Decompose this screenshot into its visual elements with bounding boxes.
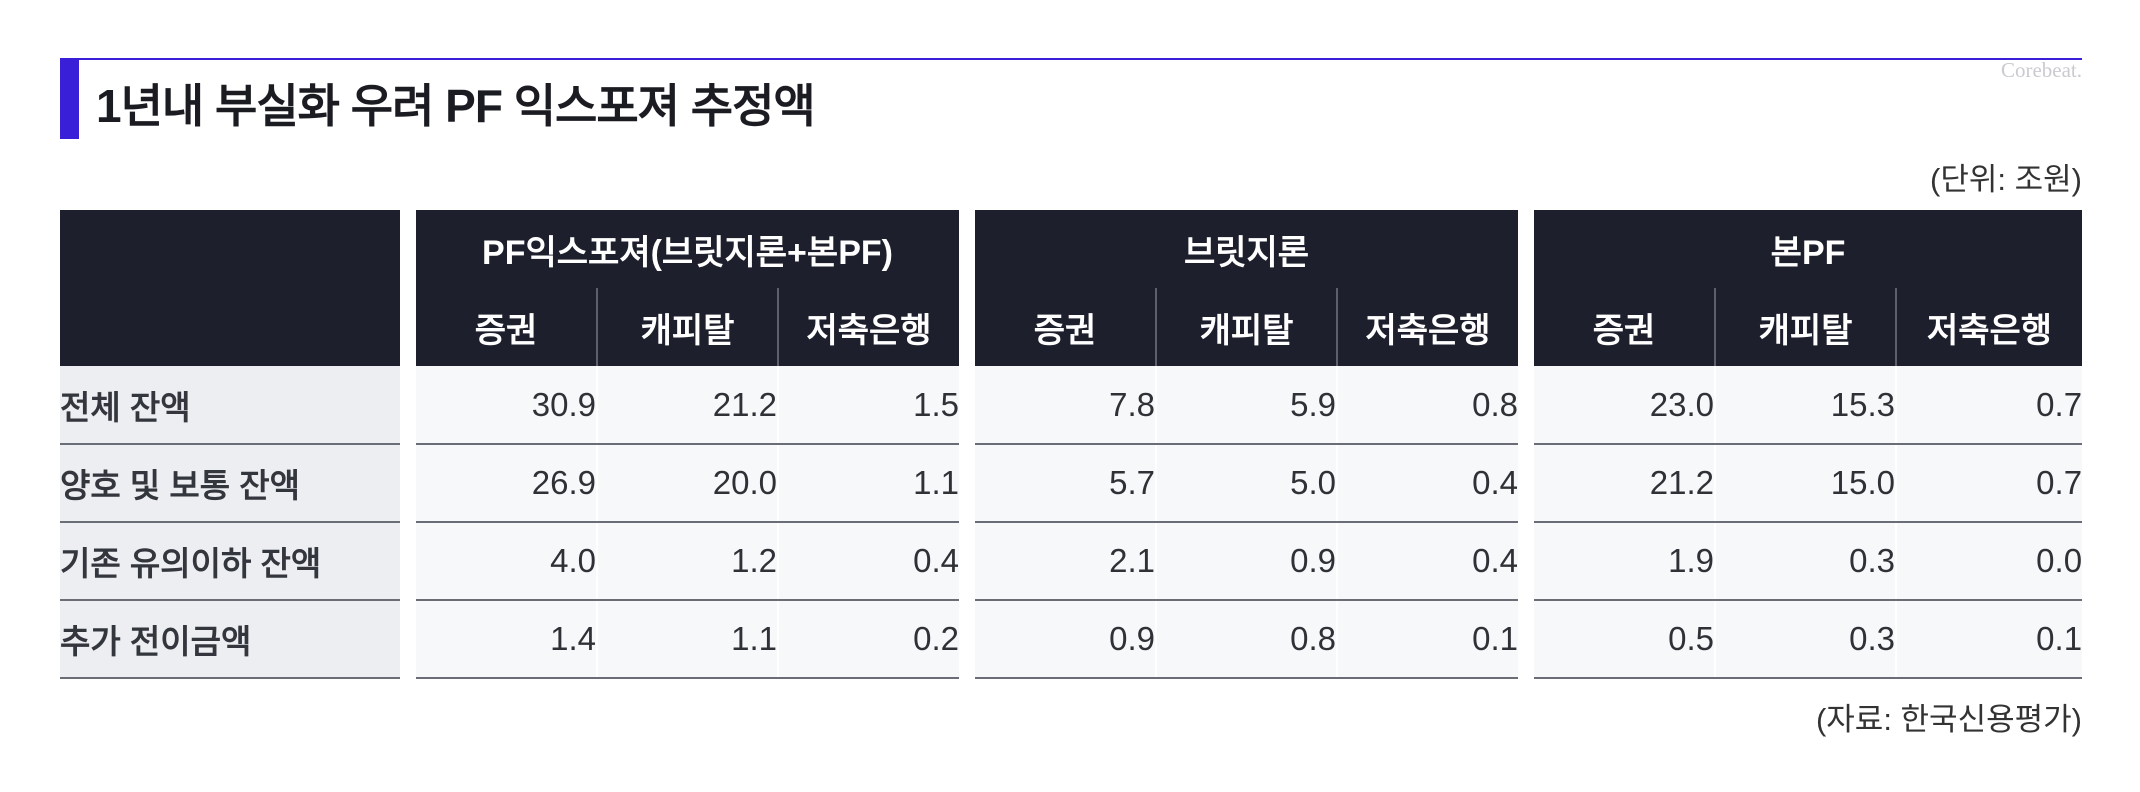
value-cell: 0.9 bbox=[975, 600, 1157, 679]
value-cell: 30.9 bbox=[416, 366, 597, 445]
group-header-pf-exposure: PF익스포져(브릿지론+본PF) bbox=[416, 210, 960, 288]
sub-header-securities: 증권 bbox=[975, 288, 1157, 366]
source-note: (자료: 한국신용평가) bbox=[1815, 702, 2082, 737]
value-cell: 21.2 bbox=[596, 366, 778, 445]
unit-note: (단위: 조원) bbox=[1930, 162, 2082, 197]
value-cell: 5.0 bbox=[1155, 444, 1338, 523]
pf-exposure-table: PF익스포져(브릿지론+본PF) 브릿지론 본PF 증권 캐피탈 저축은행 증권… bbox=[60, 210, 2083, 679]
value-cell: 1.4 bbox=[416, 600, 597, 679]
column-gap bbox=[400, 522, 416, 600]
column-gap bbox=[400, 444, 416, 522]
corner-header-cell bbox=[60, 210, 400, 366]
column-gap bbox=[1518, 522, 1535, 600]
value-cell: 0.8 bbox=[1336, 366, 1519, 445]
table-row: 양호 및 보통 잔액 26.9 20.0 1.1 5.7 5.0 0.4 21.2 15.0 0.… bbox=[60, 444, 2083, 523]
sub-header-securities: 증권 bbox=[416, 288, 597, 366]
sub-header-savings-bank: 저축은행 bbox=[1895, 288, 2083, 366]
value-cell: 0.7 bbox=[1895, 444, 2083, 523]
column-gap bbox=[959, 522, 976, 600]
value-cell: 0.1 bbox=[1336, 600, 1519, 679]
value-cell: 0.3 bbox=[1714, 522, 1897, 601]
sub-header-capital: 캐피탈 bbox=[1714, 288, 1897, 366]
value-cell: 1.1 bbox=[596, 600, 778, 679]
value-cell: 23.0 bbox=[1534, 366, 1716, 445]
sub-header-capital: 캐피탈 bbox=[596, 288, 778, 366]
value-cell: 21.2 bbox=[1534, 444, 1716, 523]
row-label: 기존 유의이하 잔액 bbox=[60, 522, 400, 601]
row-label: 전체 잔액 bbox=[60, 366, 400, 445]
column-gap bbox=[400, 366, 416, 444]
table-row: 추가 전이금액 1.4 1.1 0.2 0.9 0.8 0.1 0.5 0.3 0.1 bbox=[60, 600, 2083, 679]
column-gap bbox=[1518, 600, 1535, 678]
value-cell: 5.7 bbox=[975, 444, 1157, 523]
group-header-main-pf: 본PF bbox=[1534, 210, 2083, 288]
value-cell: 0.5 bbox=[1534, 600, 1716, 679]
row-label: 양호 및 보통 잔액 bbox=[60, 444, 400, 523]
value-cell: 1.2 bbox=[596, 522, 778, 601]
value-cell: 0.4 bbox=[1336, 522, 1519, 601]
top-accent-rule bbox=[60, 58, 2082, 60]
group-header-bridge-loan: 브릿지론 bbox=[975, 210, 1519, 288]
page-title: 1년내 부실화 우려 PF 익스포져 추정액 bbox=[96, 80, 816, 132]
value-cell: 7.8 bbox=[975, 366, 1157, 445]
value-cell: 0.3 bbox=[1714, 600, 1897, 679]
value-cell: 0.9 bbox=[1155, 522, 1338, 601]
value-cell: 0.1 bbox=[1895, 600, 2083, 679]
value-cell: 0.0 bbox=[1895, 522, 2083, 601]
column-gap bbox=[1518, 444, 1535, 522]
table-row: 기존 유의이하 잔액 4.0 1.2 0.4 2.1 0.9 0.4 1.9 0.3 0.0 bbox=[60, 522, 2083, 601]
row-label: 추가 전이금액 bbox=[60, 600, 400, 679]
column-gap bbox=[959, 444, 976, 522]
column-gap bbox=[1518, 210, 1535, 366]
column-gap bbox=[1518, 366, 1535, 444]
column-gap bbox=[400, 600, 416, 678]
value-cell: 2.1 bbox=[975, 522, 1157, 601]
sub-header-savings-bank: 저축은행 bbox=[1336, 288, 1519, 366]
value-cell: 15.3 bbox=[1714, 366, 1897, 445]
value-cell: 1.1 bbox=[776, 444, 960, 523]
title-accent-bar bbox=[60, 59, 79, 139]
value-cell: 0.4 bbox=[1336, 444, 1519, 523]
value-cell: 15.0 bbox=[1714, 444, 1897, 523]
value-cell: 0.7 bbox=[1895, 366, 2083, 445]
sub-header-row: 증권 캐피탈 저축은행 증권 캐피탈 저축은행 증권 캐피탈 저축은행 bbox=[60, 288, 2083, 366]
value-cell: 1.9 bbox=[1534, 522, 1716, 601]
sub-header-securities: 증권 bbox=[1534, 288, 1716, 366]
value-cell: 4.0 bbox=[416, 522, 597, 601]
value-cell: 26.9 bbox=[416, 444, 597, 523]
column-gap bbox=[959, 366, 976, 444]
value-cell: 20.0 bbox=[596, 444, 778, 523]
group-header-row: PF익스포져(브릿지론+본PF) 브릿지론 본PF bbox=[60, 210, 2083, 366]
table-row: 전체 잔액 30.9 21.2 1.5 7.8 5.9 0.8 23.0 15.3 0.7 bbox=[60, 366, 2083, 445]
brand-logo: Corebeat. bbox=[2000, 58, 2082, 82]
sub-header-savings-bank: 저축은행 bbox=[776, 288, 960, 366]
value-cell: 0.4 bbox=[776, 522, 960, 601]
value-cell: 0.8 bbox=[1155, 600, 1338, 679]
value-cell: 0.2 bbox=[776, 600, 960, 679]
sub-header-capital: 캐피탈 bbox=[1155, 288, 1338, 366]
column-gap bbox=[959, 600, 976, 678]
column-gap bbox=[959, 210, 976, 366]
value-cell: 1.5 bbox=[776, 366, 960, 445]
value-cell: 5.9 bbox=[1155, 366, 1338, 445]
table-body: 전체 잔액 30.9 21.2 1.5 7.8 5.9 0.8 23.0 15.3 0.7 양호 및… bbox=[60, 366, 2083, 679]
column-gap bbox=[400, 210, 416, 366]
